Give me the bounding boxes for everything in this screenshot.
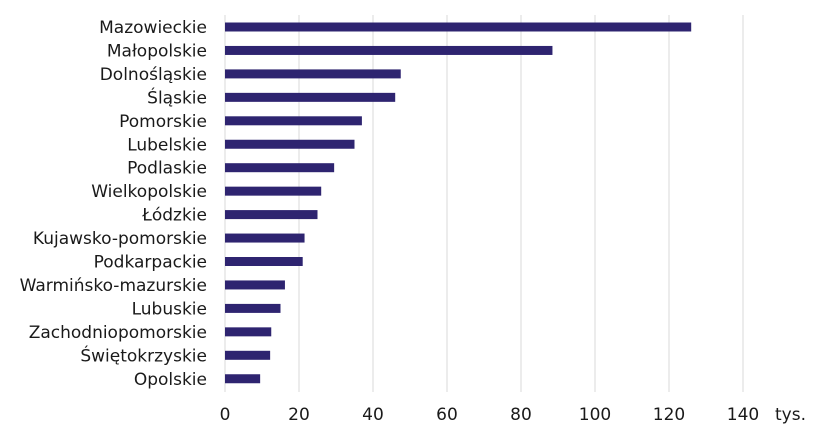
- category-label: Świętokrzyskie: [80, 344, 207, 366]
- category-label: Łódzkie: [141, 206, 207, 226]
- category-label: Podlaskie: [127, 159, 207, 179]
- category-label: Podkarpackie: [94, 253, 207, 273]
- bar: [225, 374, 261, 384]
- bar: [225, 45, 553, 55]
- category-label: Lubelskie: [127, 135, 207, 155]
- bar: [225, 22, 692, 32]
- x-tick-labels: 0 20 40 60 80 100 120 140: [220, 405, 760, 425]
- bar: [225, 303, 281, 313]
- category-label: Zachodniopomorskie: [29, 323, 207, 343]
- x-tick-label: 20: [288, 405, 310, 425]
- x-tick-label: 0: [220, 405, 231, 425]
- bar: [225, 186, 322, 196]
- category-label: Małopolskie: [107, 41, 207, 61]
- category-label: Warmińsko-mazurskie: [20, 276, 207, 296]
- bar: [225, 69, 401, 79]
- category-label: Mazowieckie: [99, 18, 207, 38]
- category-label: Pomorskie: [119, 112, 207, 132]
- bar: [225, 92, 396, 102]
- bar: [225, 327, 272, 337]
- x-tick-label: 80: [510, 405, 532, 425]
- x-tick-label: 100: [579, 405, 611, 425]
- x-unit-label: tys.: [775, 405, 806, 425]
- x-tick-label: 120: [653, 405, 685, 425]
- category-label: Kujawsko-pomorskie: [33, 229, 207, 249]
- x-tick-label: 40: [362, 405, 384, 425]
- bar: [225, 139, 355, 149]
- bar: [225, 280, 285, 290]
- bar: [225, 210, 318, 220]
- category-label: Dolnośląskie: [100, 65, 207, 85]
- x-tick-label: 140: [727, 405, 759, 425]
- category-label: Opolskie: [134, 370, 207, 390]
- category-label: Lubuskie: [132, 299, 207, 319]
- x-tick-label: 60: [436, 405, 458, 425]
- bars: [225, 22, 692, 384]
- category-labels: Mazowieckie Małopolskie DolnośląskieŚląski…: [20, 18, 207, 390]
- bar: [225, 350, 271, 360]
- bar: [225, 257, 303, 266]
- bar: [225, 163, 335, 173]
- category-label: Śląskie: [147, 86, 207, 108]
- bar: [225, 116, 362, 126]
- bar: [225, 233, 305, 243]
- category-label: Wielkopolskie: [91, 182, 207, 202]
